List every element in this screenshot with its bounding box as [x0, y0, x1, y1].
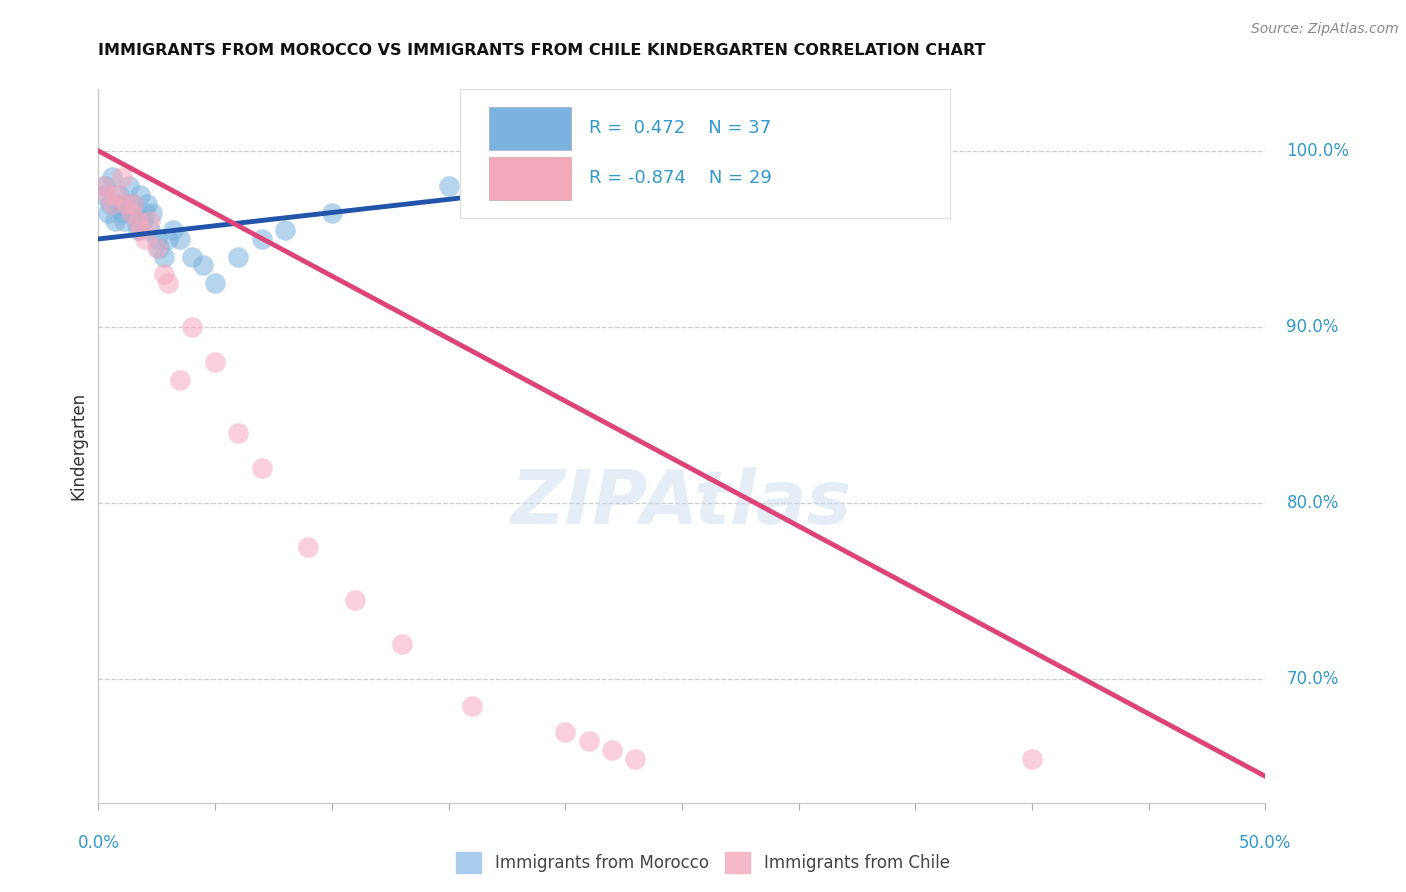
Point [111, 205, 134, 219]
Point [115, 196, 138, 211]
Point [274, 223, 297, 237]
Point [344, 593, 367, 607]
Point [132, 214, 155, 228]
FancyBboxPatch shape [489, 157, 571, 200]
Point [1021, 752, 1043, 766]
Point [180, 250, 202, 264]
Point [624, 752, 647, 766]
Point [204, 355, 226, 369]
Point [94, 179, 117, 194]
Text: 80.0%: 80.0% [1286, 494, 1339, 512]
Point [111, 170, 134, 185]
Point [787, 153, 810, 167]
Text: 0.0%: 0.0% [77, 834, 120, 852]
Point [134, 205, 156, 219]
Point [297, 541, 319, 555]
Point [101, 170, 124, 185]
Point [118, 179, 141, 194]
Point [101, 196, 124, 211]
Point [141, 205, 163, 219]
Text: 70.0%: 70.0% [1286, 671, 1339, 689]
Point [228, 250, 250, 264]
FancyBboxPatch shape [460, 89, 950, 218]
Point [139, 214, 162, 228]
Point [136, 196, 159, 211]
Legend: Immigrants from Morocco, Immigrants from Chile: Immigrants from Morocco, Immigrants from… [450, 846, 956, 880]
Point [97, 188, 120, 202]
Point [148, 241, 170, 255]
Text: 50.0%: 50.0% [1239, 834, 1292, 852]
Point [120, 205, 142, 219]
Point [91, 188, 114, 202]
Point [600, 743, 623, 757]
Point [228, 425, 250, 440]
Point [134, 232, 156, 246]
Point [127, 214, 149, 228]
Point [437, 179, 460, 194]
Point [122, 196, 145, 211]
Text: R = -0.874    N = 29: R = -0.874 N = 29 [589, 169, 772, 187]
Point [146, 232, 169, 246]
Point [105, 188, 128, 202]
Point [91, 179, 114, 194]
Text: 100.0%: 100.0% [1286, 142, 1350, 160]
Point [321, 205, 343, 219]
Point [120, 205, 142, 219]
Text: Source: ZipAtlas.com: Source: ZipAtlas.com [1251, 22, 1399, 37]
Point [104, 214, 127, 228]
Point [115, 196, 138, 211]
Point [180, 320, 202, 334]
Point [146, 241, 169, 255]
Point [391, 637, 413, 651]
Point [169, 373, 191, 387]
Text: 90.0%: 90.0% [1286, 318, 1339, 336]
Text: ZIPAtlas: ZIPAtlas [512, 467, 852, 540]
Point [461, 698, 484, 713]
Point [108, 188, 131, 202]
Point [129, 223, 152, 237]
FancyBboxPatch shape [489, 107, 571, 150]
Point [112, 214, 135, 228]
Point [157, 276, 180, 290]
Text: R =  0.472    N = 37: R = 0.472 N = 37 [589, 120, 770, 137]
Point [152, 267, 174, 281]
Point [98, 196, 121, 211]
Point [97, 205, 120, 219]
Point [152, 250, 174, 264]
Point [127, 223, 149, 237]
Point [157, 232, 180, 246]
Point [554, 725, 576, 739]
Point [129, 188, 152, 202]
Point [169, 232, 191, 246]
Text: IMMIGRANTS FROM MOROCCO VS IMMIGRANTS FROM CHILE KINDERGARTEN CORRELATION CHART: IMMIGRANTS FROM MOROCCO VS IMMIGRANTS FR… [98, 43, 986, 58]
Point [162, 223, 184, 237]
Point [193, 259, 215, 273]
Point [250, 461, 273, 475]
Y-axis label: Kindergarten: Kindergarten [69, 392, 87, 500]
Point [105, 196, 128, 211]
Point [122, 196, 145, 211]
Point [578, 734, 600, 748]
Point [139, 223, 162, 237]
Point [204, 276, 226, 290]
Point [125, 214, 148, 228]
Point [250, 232, 273, 246]
